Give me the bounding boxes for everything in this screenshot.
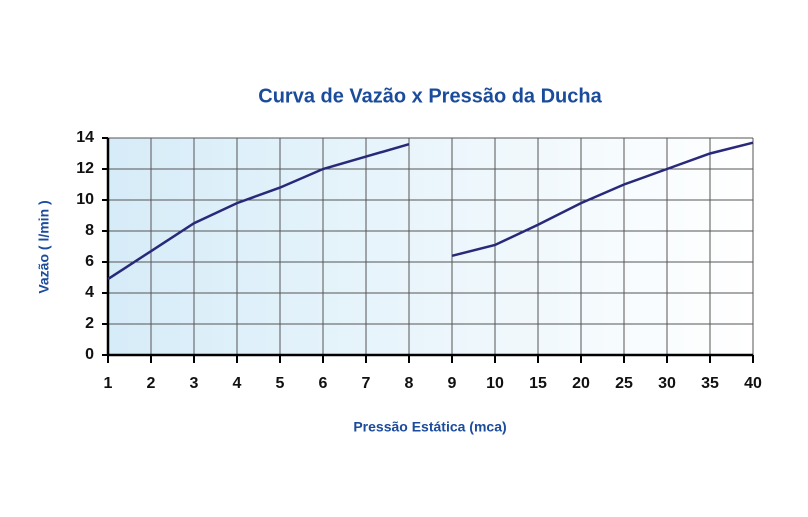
x-tick-label: 5 [276, 375, 285, 392]
plot-background [108, 138, 753, 355]
x-axis-label: Pressão Estática (mca) [353, 419, 506, 435]
series-line [107, 142, 410, 281]
x-tick-label: 1 [104, 375, 113, 392]
chart-title: Curva de Vazão x Pressão da Ducha [258, 85, 602, 107]
y-tick-label: 8 [85, 222, 94, 239]
x-tick-label: 4 [233, 375, 242, 392]
x-tick-label: 7 [362, 375, 371, 392]
y-axis-label: Vazão ( l/min ) [36, 200, 52, 293]
y-tick-label: 4 [85, 284, 94, 301]
y-tick-label: 10 [76, 191, 94, 208]
y-tick-label: 2 [85, 315, 94, 332]
x-tick-label: 30 [658, 375, 676, 392]
x-tick-label: 3 [190, 375, 199, 392]
x-tick-label: 20 [572, 375, 590, 392]
x-tick-label: 8 [405, 375, 414, 392]
y-tick-label: 12 [76, 160, 94, 177]
y-tick-label: 0 [85, 346, 94, 363]
x-tick-label: 6 [319, 375, 328, 392]
x-tick-label: 9 [448, 375, 457, 392]
x-tick-label: 10 [486, 375, 504, 392]
x-tick-label: 15 [529, 375, 547, 392]
x-tick-label: 35 [701, 375, 719, 392]
series-line [451, 141, 754, 258]
x-tick-label: 2 [147, 375, 156, 392]
y-tick-label: 6 [85, 253, 94, 270]
x-tick-label: 40 [744, 375, 762, 392]
y-tick-label: 14 [76, 129, 94, 146]
x-tick-label: 25 [615, 375, 633, 392]
